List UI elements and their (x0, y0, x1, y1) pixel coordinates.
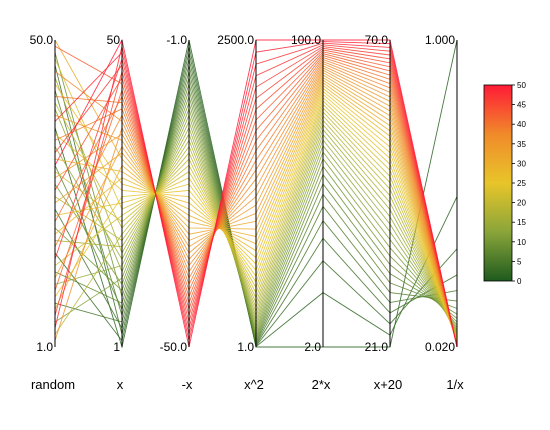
colorbar-tick-label-10: 50 (517, 81, 526, 90)
colorbar-tick-label-7: 35 (517, 140, 526, 149)
axis-name-4: 2*x (312, 377, 331, 392)
axis-bottom-label-1: 1 (113, 340, 120, 354)
colorbar-tick-label-4: 20 (517, 199, 526, 208)
colorbar-tick-label-1: 5 (517, 257, 522, 266)
axis-top-label-0: 50.0 (30, 33, 54, 47)
axis-name-6: 1/x (446, 377, 464, 392)
colorbar-tick-label-6: 30 (517, 159, 526, 168)
axis-bottom-label-3: 1.0 (237, 340, 254, 354)
colorbar-tick-label-9: 45 (517, 101, 526, 110)
axis-bottom-label-4: 2.0 (304, 340, 321, 354)
colorbar-tick-label-0: 0 (517, 277, 522, 286)
axis-name-5: x+20 (374, 377, 403, 392)
axis-bottom-label-6: 0.020 (425, 340, 455, 354)
axis-top-label-3: 2500.0 (217, 33, 254, 47)
colorbar-tick-label-8: 40 (517, 120, 526, 129)
axis-name-3: x^2 (244, 377, 264, 392)
axis-bottom-label-2: -50.0 (160, 340, 188, 354)
colorbar-tick-label-3: 15 (517, 218, 526, 227)
colorbar: 0 5 10 15 20 25 30 35 40 45 50 (483, 81, 526, 286)
axis-name-0: random (31, 377, 75, 392)
axis-top-label-4: 100.0 (291, 33, 321, 47)
axis-bottom-label-5: 21.0 (365, 340, 389, 354)
axis-top-label-2: -1.0 (166, 33, 187, 47)
axes-layer: 50.0 1.0 random 50 1 x -1.0 -50.0 -x 2500.0 1.0 x^2… (30, 33, 465, 392)
axis-name-1: x (117, 377, 124, 392)
axis-name-2: -x (182, 377, 193, 392)
axis-top-label-6: 1.000 (425, 33, 455, 47)
axis-bottom-label-0: 1.0 (36, 340, 53, 354)
axis-top-label-5: 70.0 (365, 33, 389, 47)
colorbar-tick-label-5: 25 (517, 179, 526, 188)
colorbar-tick-label-2: 10 (517, 238, 526, 247)
axis-top-label-1: 50 (107, 33, 121, 47)
colorbar-gradient (483, 84, 513, 282)
